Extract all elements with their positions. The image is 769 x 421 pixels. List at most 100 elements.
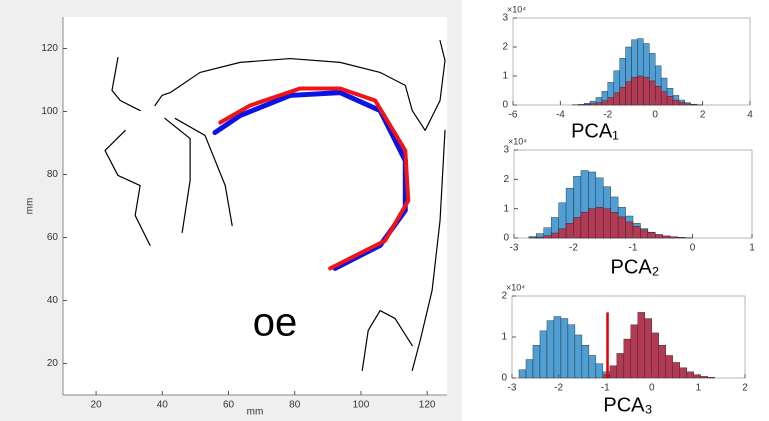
- histogram-bar: [660, 91, 668, 106]
- contour-line: [411, 129, 446, 372]
- y-tick-label: 20: [47, 358, 59, 369]
- histogram-bar: [518, 369, 527, 379]
- histogram-bar: [589, 103, 597, 106]
- x-tick-label: 60: [223, 400, 235, 411]
- histogram-bar: [610, 211, 619, 239]
- histogram-bar: [617, 216, 626, 239]
- x-tick-label: -4: [556, 110, 565, 121]
- x-tick-label: -6: [509, 110, 518, 121]
- contour-line: [104, 129, 151, 246]
- histogram-bar: [616, 353, 625, 379]
- x-tick-label: -1: [629, 243, 638, 254]
- y-tick-label: 120: [41, 43, 58, 54]
- histogram-bar: [613, 92, 620, 106]
- y-tick-label: 60: [47, 232, 59, 243]
- y-tick-label: 2: [502, 42, 508, 53]
- histogram-bar: [707, 376, 715, 379]
- y-axis-label: mm: [25, 198, 36, 215]
- contour-line: [174, 117, 233, 227]
- histogram-bar: [536, 236, 544, 239]
- histogram-bar: [679, 367, 687, 379]
- histogram-bar: [595, 206, 604, 239]
- histogram-bar: [647, 232, 656, 239]
- histogram-bar: [550, 232, 559, 239]
- x-tick-label: 0: [652, 110, 658, 121]
- x-tick-label: 20: [91, 400, 103, 411]
- histogram-bar: [573, 217, 582, 239]
- y-tick-label: 1: [502, 71, 508, 82]
- x-tick-label: 2: [742, 383, 748, 394]
- histogram-bar: [567, 324, 576, 379]
- y-tick-label: 0: [502, 100, 508, 111]
- y-tick-label: 2: [503, 174, 509, 185]
- histogram-bar: [595, 102, 603, 106]
- histogram-bar: [565, 223, 574, 239]
- x-tick-label: 1: [696, 383, 702, 394]
- histogram-bar: [640, 229, 649, 239]
- histogram-bar: [619, 87, 626, 106]
- plot-area: [63, 17, 447, 395]
- x-tick-label: -2: [554, 383, 563, 394]
- x-tick-label: 0: [690, 243, 696, 254]
- x-tick-label: 2: [700, 110, 706, 121]
- histogram-bar: [643, 76, 650, 106]
- histogram-bar: [684, 103, 691, 106]
- x-tick-label: 1: [749, 243, 755, 254]
- histogram-bar: [625, 221, 634, 239]
- x-tick-label: 100: [353, 400, 370, 411]
- histogram-bar: [588, 355, 597, 379]
- histogram-bar: [700, 376, 708, 379]
- histogram-bar: [672, 99, 680, 106]
- contour-line: [361, 309, 413, 372]
- histogram-bar: [609, 365, 618, 379]
- histogram-bar: [649, 80, 656, 106]
- histogram-bar: [655, 234, 663, 239]
- histogram-bar: [677, 237, 686, 239]
- histogram-bar: [655, 85, 662, 106]
- histogram-bar: [603, 208, 611, 239]
- histogram-bar: [644, 318, 652, 379]
- histogram-bar: [532, 345, 541, 379]
- histogram-bar: [631, 77, 638, 106]
- x-tick-label: 4: [747, 110, 753, 121]
- x-tick-label: 40: [157, 400, 169, 411]
- histogram-bar: [669, 236, 678, 239]
- histogram-bar: [686, 371, 694, 379]
- histogram-bar: [580, 211, 589, 239]
- histogram-bar: [632, 226, 641, 239]
- histogram-bar: [625, 81, 632, 106]
- histogram-bar: [574, 334, 583, 379]
- y-exponent: ×10⁴: [507, 4, 526, 14]
- histogram-bar: [553, 316, 562, 379]
- histogram-bar: [651, 332, 659, 379]
- histogram-bar: [623, 338, 632, 379]
- histogram-bar: [658, 345, 666, 379]
- y-tick-label: 100: [41, 106, 58, 117]
- y-exponent: ×10⁴: [508, 136, 527, 146]
- x-axis-label: PCA₁: [571, 120, 619, 142]
- annotation: oe: [253, 301, 298, 345]
- contour-line: [218, 86, 411, 271]
- histogram-bar: [539, 330, 548, 379]
- y-tick-label: 80: [47, 169, 59, 180]
- histogram-bar: [665, 355, 673, 379]
- contour-line: [154, 40, 446, 131]
- histogram-bar: [666, 96, 674, 106]
- histogram-bar: [546, 320, 555, 379]
- histogram-bar: [637, 312, 646, 379]
- x-tick-label: -1: [601, 383, 610, 394]
- x-tick-label: -2: [603, 110, 612, 121]
- histogram-bar: [607, 97, 614, 106]
- histogram-bar: [581, 345, 590, 379]
- histogram-bar: [690, 104, 697, 106]
- histogram-bar: [678, 102, 686, 106]
- x-tick-label: 80: [289, 400, 301, 411]
- contour-line: [111, 57, 141, 112]
- y-tick-label: 3: [503, 145, 509, 156]
- x-tick-label: -3: [508, 383, 517, 394]
- x-axis-label: PCA₂: [611, 256, 660, 278]
- histogram-bar: [637, 75, 644, 106]
- histogram-bar: [662, 235, 671, 239]
- y-tick-label: 0: [503, 233, 509, 244]
